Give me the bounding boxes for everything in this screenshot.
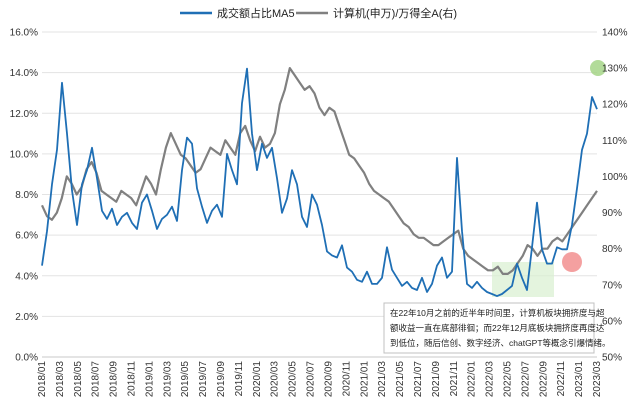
x-tick-label: 2023/01 [574,361,585,398]
x-tick-label: 2023/03 [592,361,603,398]
left-tick-label: 2.0% [15,312,38,323]
x-tick-label: 2021/05 [395,361,406,398]
right-tick-label: 140% [602,28,628,39]
right-tick-label: 60% [602,316,622,327]
x-tick-label: 2022/09 [538,361,549,398]
legend-label-series-0: 成交额占比MA5 [217,6,295,20]
legend: 成交额占比MA5 计算机(申万)/万得全A(右) [180,6,457,20]
right-tick-label: 100% [602,172,628,183]
x-axis-ticks: 2018/01 2018/03 2018/05 2018/07 2018/09 2018/… [37,361,603,398]
x-tick-label: 2019/01 [144,361,155,398]
x-tick-label: 2020/03 [270,361,281,398]
left-tick-label: 6.0% [15,231,38,242]
x-tick-label: 2020/09 [323,361,334,398]
left-tick-label: 16.0% [10,28,38,39]
x-tick-label: 2021/01 [359,361,370,398]
x-tick-label: 2022/05 [502,361,513,398]
legend-label-series-1: 计算机(申万)/万得全A(右) [333,6,457,20]
series-line-1 [41,66,598,275]
x-tick-label: 2022/11 [556,361,567,397]
left-tick-label: 10.0% [10,149,38,160]
x-tick-label: 2018/05 [73,361,84,398]
x-tick-label: 2022/03 [485,361,496,398]
x-tick-label: 2019/11 [234,361,245,397]
x-tick-label: 2018/03 [55,361,66,398]
right-axis-ticks: 50% 60% 70% 80% 90% 100% 110% 120% 130% 140% [602,28,628,364]
annotation-line-3: 到低位，随后信创、数字经济、chatGPT等概念引爆情绪。 [390,338,611,348]
x-tick-label: 2018/11 [127,361,138,397]
x-tick-label: 2021/09 [431,361,442,398]
x-tick-label: 2019/05 [180,361,191,398]
x-tick-label: 2019/03 [162,361,173,398]
x-tick-label: 2022/01 [467,361,478,398]
left-tick-label: 8.0% [15,190,38,201]
left-tick-label: 4.0% [15,271,38,282]
left-axis-ticks: 0.0% 2.0% 4.0% 6.0% 8.0% 10.0% 12.0% 14.0% 16.0% [10,28,38,364]
left-tick-label: 0.0% [15,353,38,364]
series-layer [41,66,598,298]
x-tick-label: 2018/01 [37,361,48,398]
right-tick-label: 80% [602,244,622,255]
annotation-box: 在22年10月之前的近半年时间里，计算机板块拥挤度与超 额收益一直在底部徘徊；而… [383,302,611,354]
series-line-0 [41,67,598,298]
x-tick-label: 2020/11 [341,361,352,397]
left-tick-label: 12.0% [10,109,38,120]
marker-red-circle [562,252,582,272]
right-tick-label: 110% [602,136,627,147]
x-tick-label: 2021/11 [449,361,460,397]
x-tick-label: 2020/07 [306,361,317,398]
x-tick-label: 2021/03 [377,361,388,398]
right-tick-label: 130% [602,64,628,75]
annotation-line-2: 额收益一直在底部徘徊；而22年12月底板块拥挤度再度达 [390,323,605,333]
grid-lines [42,31,597,358]
x-tick-label: 2019/07 [198,361,209,398]
x-tick-label: 2021/07 [413,361,424,398]
right-tick-label: 120% [602,100,628,111]
marker-green-circle [590,60,606,76]
x-tick-label: 2019/09 [216,361,227,398]
right-tick-label: 50% [602,353,622,364]
annotation-line-1: 在22年10月之前的近半年时间里，计算机板块拥挤度与超 [390,308,605,318]
left-tick-label: 14.0% [10,68,38,79]
x-tick-label: 2018/07 [91,361,102,398]
right-tick-label: 70% [602,280,622,291]
x-tick-label: 2020/05 [288,361,299,398]
x-tick-label: 2018/09 [109,361,120,398]
x-tick-label: 2022/07 [520,361,531,398]
right-tick-label: 90% [602,208,622,219]
x-tick-label: 2020/01 [252,361,263,398]
